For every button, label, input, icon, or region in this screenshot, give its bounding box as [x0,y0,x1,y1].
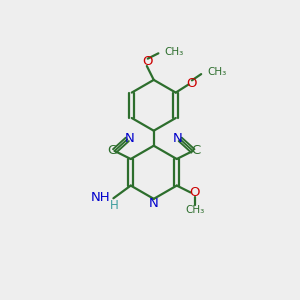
Text: NH: NH [90,191,110,204]
Text: N: N [149,197,159,210]
Text: O: O [190,187,200,200]
Text: C: C [191,144,200,157]
Text: C: C [107,144,116,157]
Text: CH₃: CH₃ [207,68,226,77]
Text: N: N [125,132,135,145]
Text: O: O [142,56,153,68]
Text: CH₃: CH₃ [185,205,204,215]
Text: CH₃: CH₃ [164,47,183,57]
Text: H: H [110,199,118,212]
Text: N: N [172,132,182,145]
Text: O: O [187,77,197,90]
